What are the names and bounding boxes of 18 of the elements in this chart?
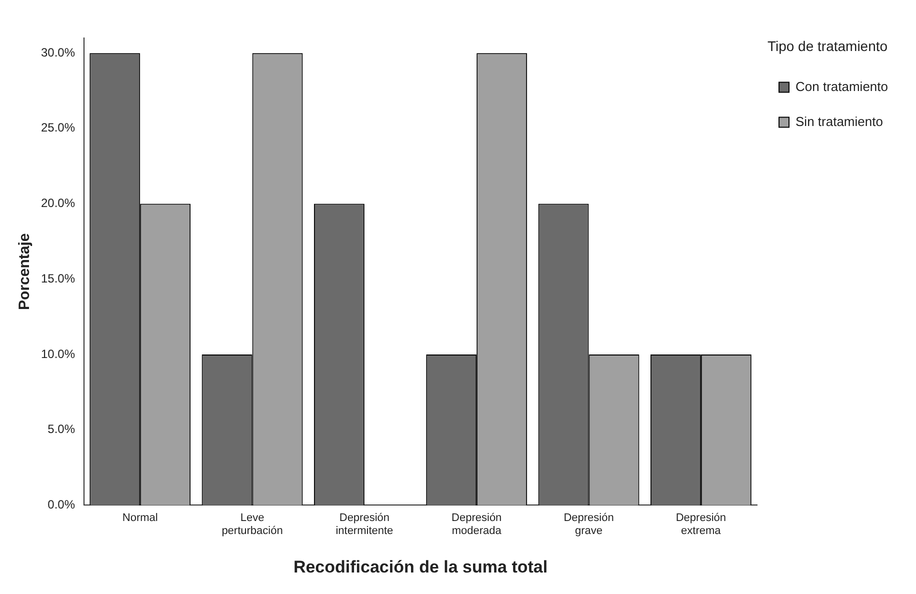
- legend-title: Tipo de tratamiento: [767, 38, 888, 54]
- x-tick-label: Depresión intermitente: [336, 512, 394, 538]
- y-tick-label: 5.0%: [48, 422, 76, 436]
- x-tick-label: Depresión moderada: [452, 512, 502, 538]
- y-tick-label: 15.0%: [40, 271, 76, 286]
- y-tick-label: 0.0%: [48, 498, 76, 512]
- y-tick-label: 20.0%: [40, 196, 76, 210]
- y-axis-title: Porcentaje: [16, 233, 34, 310]
- x-tick-label: Depresión extrema: [676, 512, 726, 538]
- x-axis-title: Recodificación de la suma total: [293, 557, 548, 576]
- y-tick-label: 25.0%: [40, 120, 76, 135]
- x-tick-label: Leve perturbación: [222, 512, 283, 538]
- x-tick-label: Normal: [122, 512, 158, 524]
- y-tick-label: 10.0%: [40, 346, 76, 361]
- legend-label: Con tratamiento: [796, 78, 888, 94]
- x-tick-label: Depresión grave: [564, 512, 614, 538]
- legend-label: Sin tratamiento: [796, 114, 883, 129]
- y-tick-label: 30.0%: [40, 45, 76, 60]
